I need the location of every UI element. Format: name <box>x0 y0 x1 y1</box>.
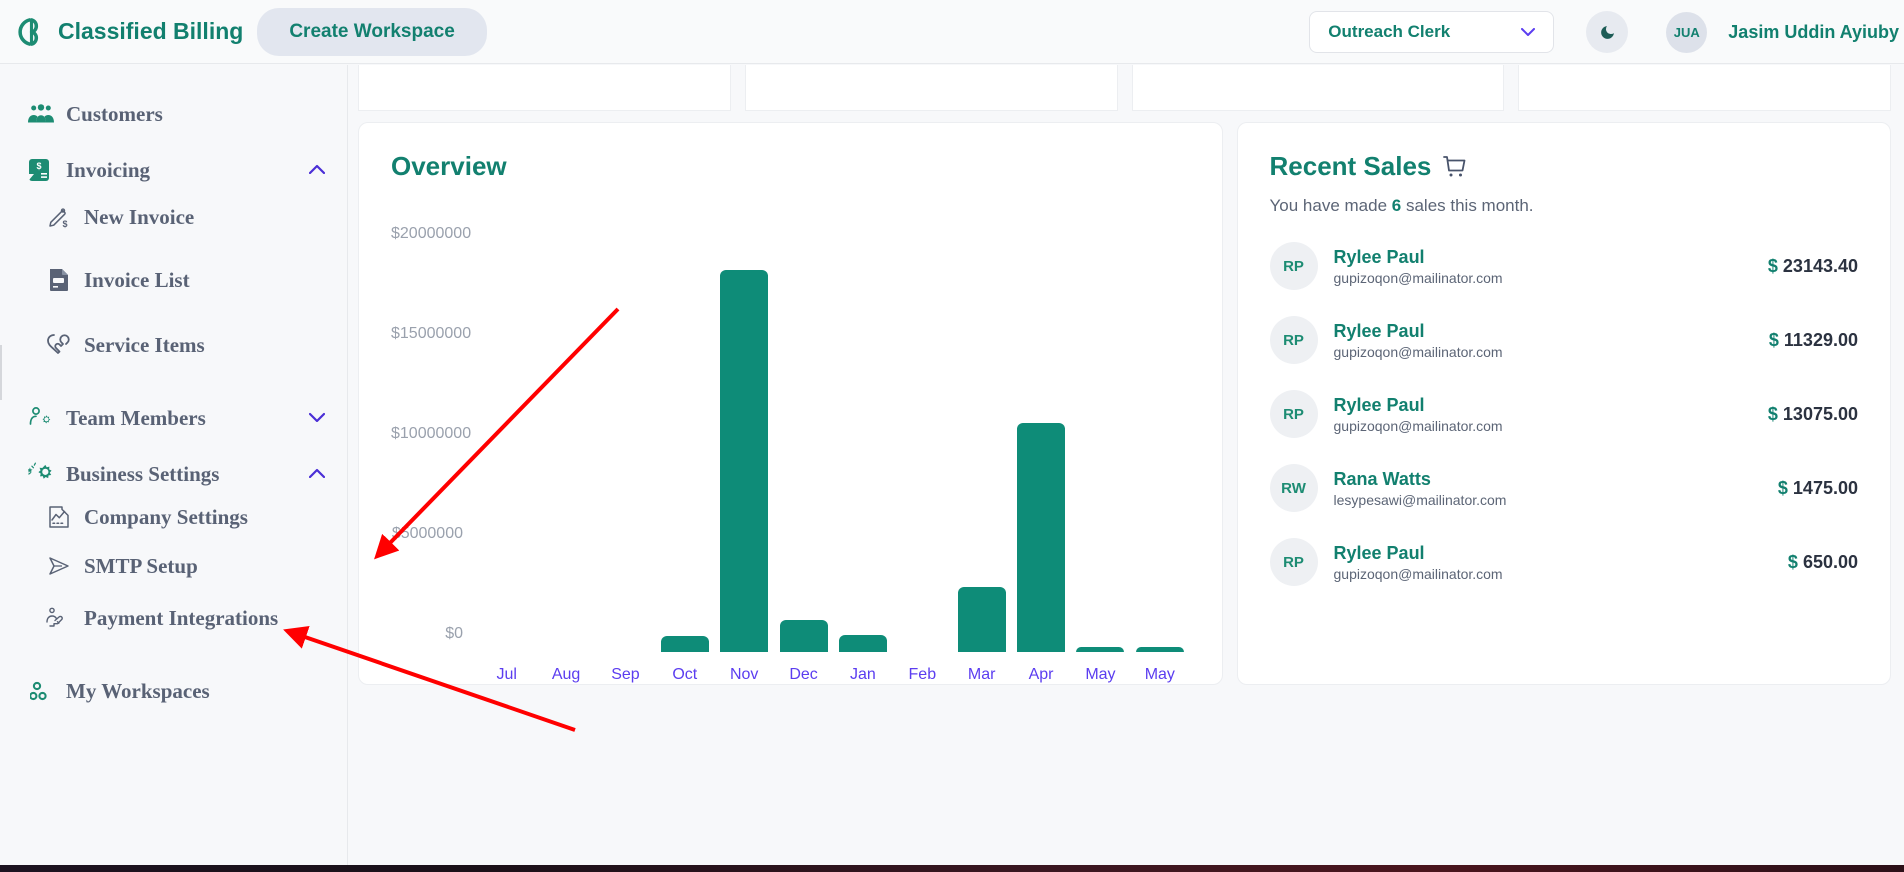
svg-text:$: $ <box>62 219 67 229</box>
svg-text:$: $ <box>36 161 41 171</box>
